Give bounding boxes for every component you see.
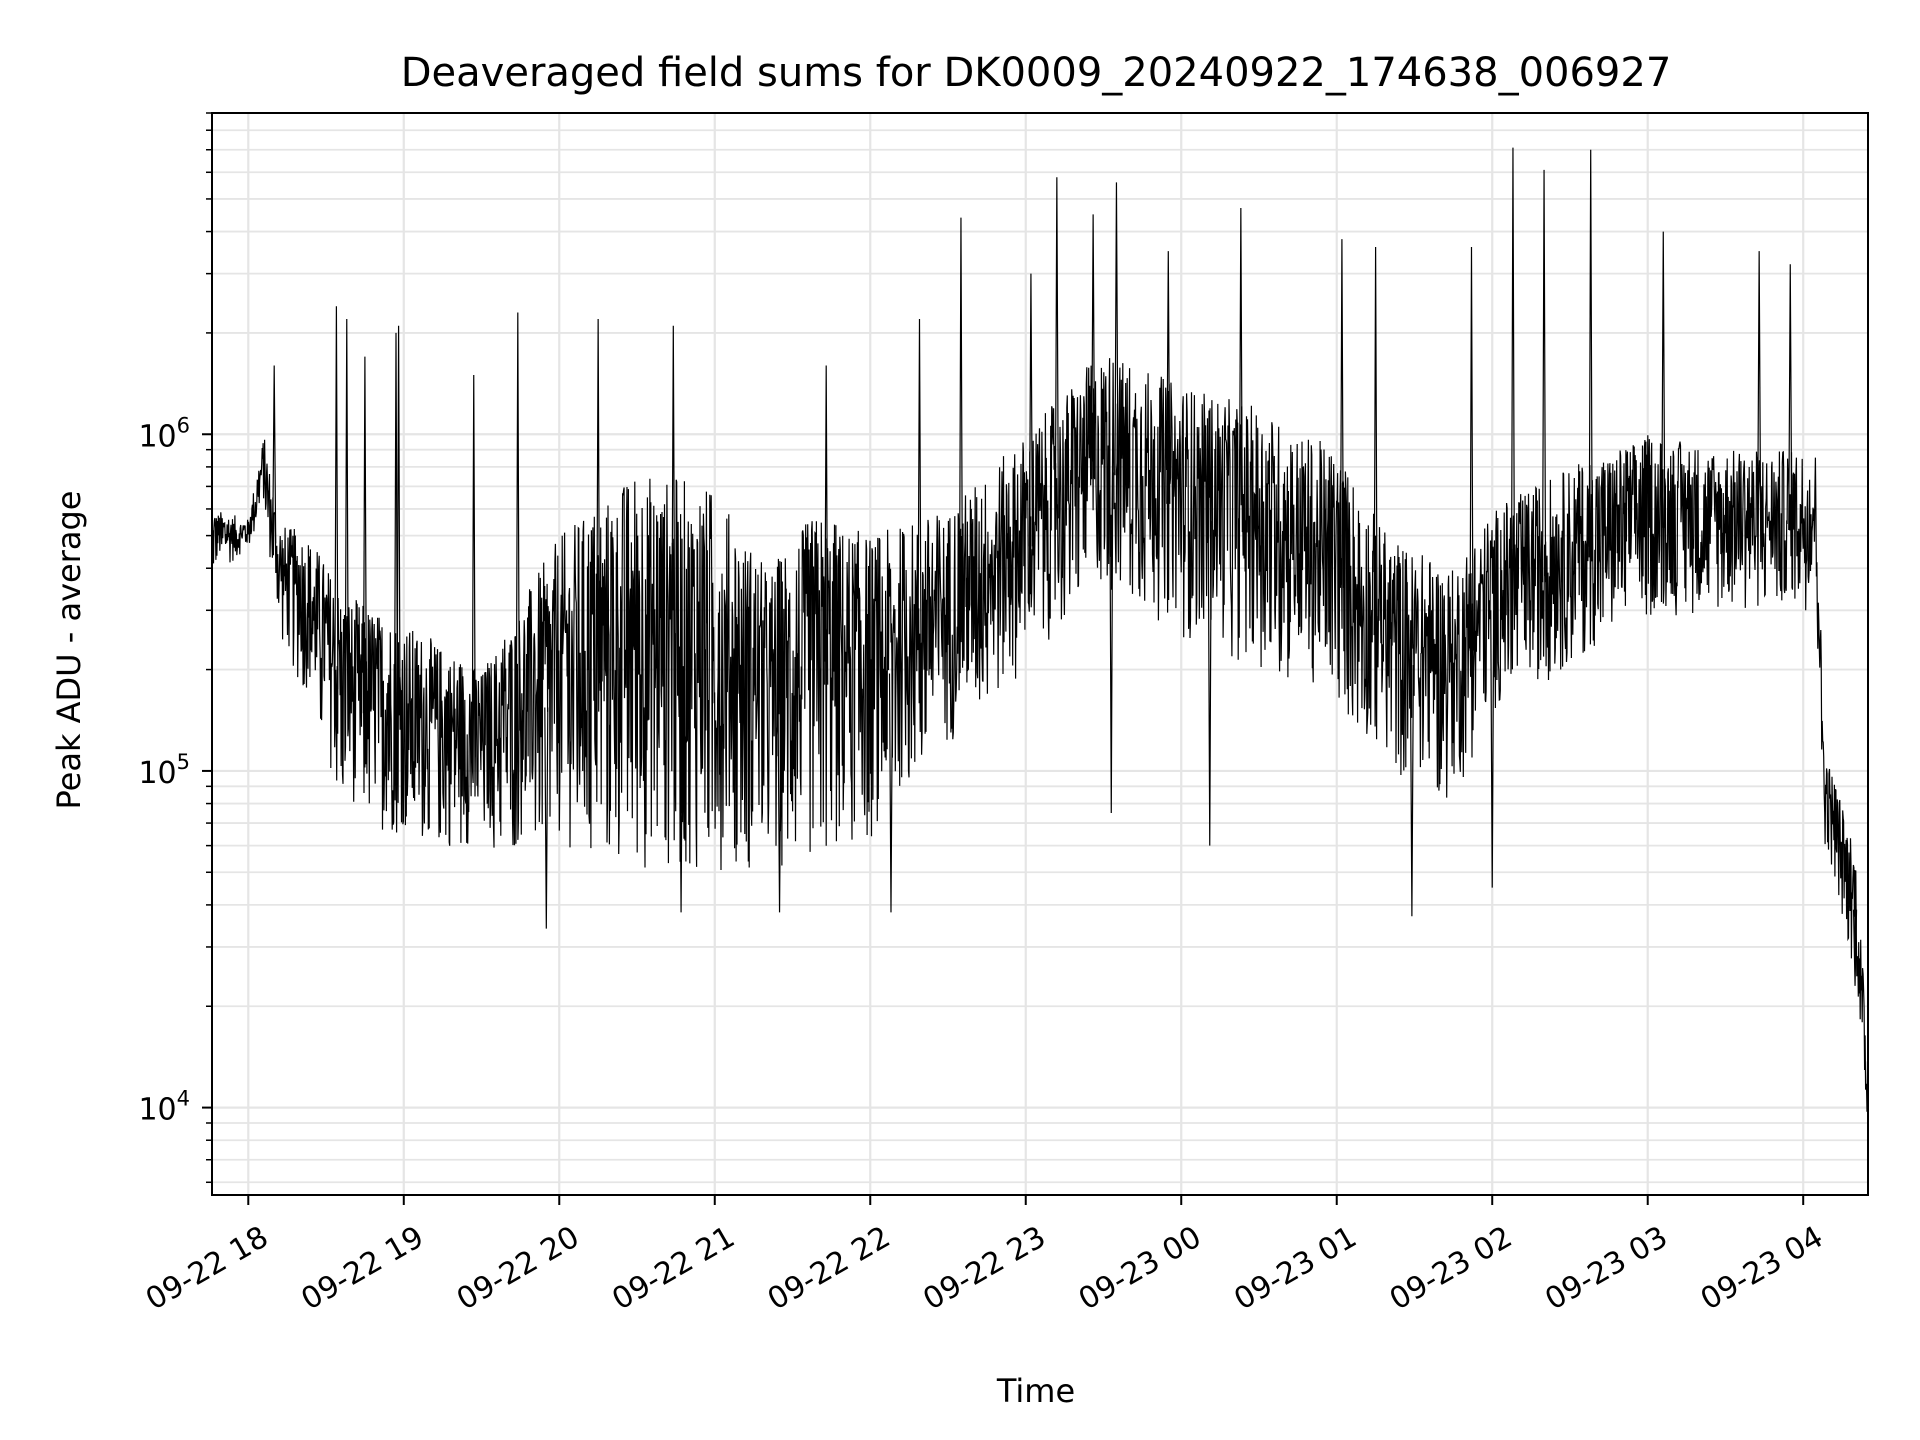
series-spike-down — [678, 675, 684, 913]
y-axis-label: Peak ADU - average — [50, 491, 88, 810]
series-spike-up — [396, 325, 401, 730]
series-spike-up — [1788, 264, 1793, 530]
series-spike-up — [471, 374, 476, 758]
series-spike-up — [362, 356, 368, 714]
series-spike-down — [888, 673, 894, 913]
series-spike-up — [958, 217, 964, 615]
series-spike-up — [1373, 246, 1378, 636]
series-spike-up — [1588, 149, 1593, 558]
series-spike-up — [1091, 214, 1096, 480]
series-spike-up — [1469, 246, 1474, 651]
series-spike-down — [1409, 665, 1414, 917]
series-spike-up — [1054, 177, 1059, 519]
series-spike-up — [1541, 169, 1547, 583]
series-spike-up — [1661, 231, 1666, 528]
series-spike-down — [1207, 521, 1212, 846]
series-spike-up — [824, 365, 829, 685]
y-tick-label-base: 10 — [138, 756, 176, 791]
series-spike-up — [1339, 239, 1345, 588]
y-tick-label: 104 — [138, 1087, 190, 1128]
series-spike-up — [1114, 182, 1119, 476]
y-tick-label: 106 — [138, 413, 190, 454]
series-spike-up — [1757, 251, 1762, 530]
y-tick-label-exponent: 5 — [177, 750, 190, 774]
series-spike-down — [1109, 472, 1114, 813]
x-axis-label: Time — [996, 1372, 1075, 1410]
series-spike-down — [1490, 610, 1495, 888]
data-series — [212, 147, 1868, 1121]
series-spike-up — [1238, 207, 1243, 533]
series-spike-up — [272, 365, 277, 544]
series-spike-down — [1852, 909, 1858, 986]
y-tick-label-exponent: 4 — [177, 1087, 190, 1111]
series-spike-up — [671, 325, 676, 675]
y-tick-label: 105 — [138, 750, 190, 791]
series-spike-down — [544, 707, 549, 929]
plot-frame — [211, 112, 1869, 1196]
series-spike-down — [777, 711, 782, 913]
series-spike-up — [334, 306, 339, 690]
y-tick-label-base: 10 — [138, 1093, 176, 1128]
series-spike-up — [344, 318, 349, 701]
chart-title: Deaveraged field sums for DK0009_2024092… — [401, 50, 1672, 96]
series-spike-up — [596, 318, 601, 684]
series-spike-up — [515, 312, 520, 731]
series-spike-up — [1166, 251, 1171, 504]
y-tick-label-exponent: 6 — [177, 413, 190, 437]
series-spike-up — [1028, 273, 1034, 547]
series-spike-up — [1510, 147, 1516, 600]
series-spike-up — [917, 318, 922, 651]
y-tick-label-base: 10 — [138, 419, 176, 454]
